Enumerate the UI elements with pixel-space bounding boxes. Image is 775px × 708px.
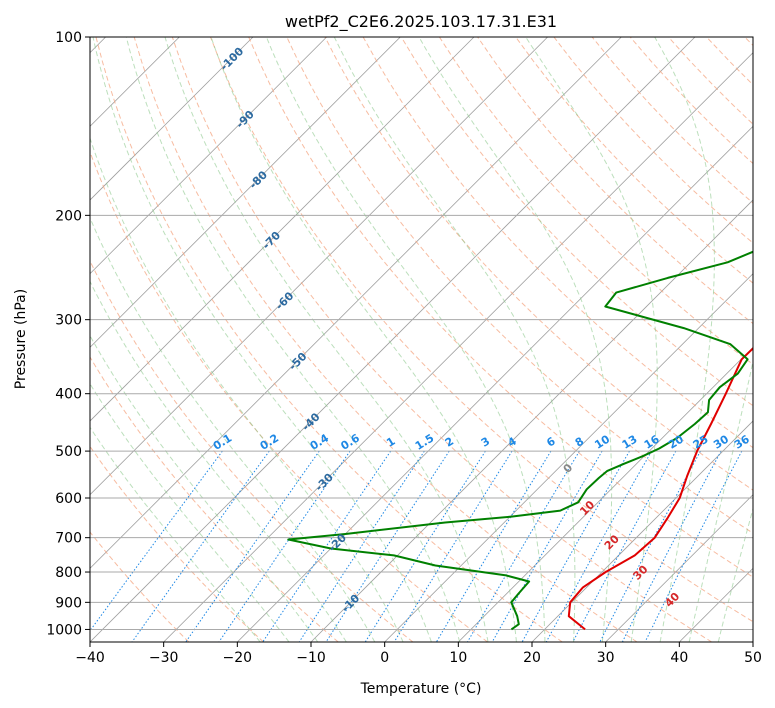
- moist-adiabat-line: [210, 37, 517, 642]
- mixing-ratio-line: [491, 450, 603, 642]
- profile-line: [287, 250, 753, 631]
- moist-adiabat-line: [164, 37, 489, 642]
- dry-adiabat-line: [90, 356, 339, 642]
- chart-title: wetPf2_C2E6.2025.103.17.31.E31: [285, 12, 557, 32]
- dry-adiabat-line: [248, 37, 753, 578]
- moist-adiabat-line: [90, 216, 376, 642]
- mixing-ratio-line: [90, 450, 223, 632]
- x-axis-label: Temperature (°C): [360, 681, 482, 697]
- isotherm-line: [605, 494, 753, 642]
- profile-line: [567, 346, 753, 631]
- plot-frame: [89, 36, 754, 643]
- isotherm-line: [90, 37, 327, 275]
- moist-adiabat-line: [717, 507, 753, 642]
- y-tick-label: 800: [55, 565, 82, 581]
- moist-adiabat-line: [525, 37, 658, 642]
- isotherm-line: [90, 37, 548, 496]
- x-tick-label: −10: [296, 650, 326, 666]
- isotherm-line: [531, 420, 753, 642]
- moist-adiabat-line: [418, 37, 613, 642]
- profile-lines: [287, 250, 753, 631]
- x-tick-label: 20: [523, 650, 541, 666]
- isotherm-line: [384, 273, 753, 642]
- moist-adiabat-line: [90, 136, 404, 642]
- isotherm-line: [90, 37, 401, 348]
- moist-adiabat-line: [125, 37, 461, 642]
- dry-adiabat-line: [133, 37, 638, 642]
- mixing-ratio-line: [521, 450, 630, 642]
- mixing-ratio-line: [467, 450, 580, 642]
- y-tick-label: 200: [55, 208, 82, 224]
- isotherm-line: [237, 125, 753, 642]
- y-tick-label: 100: [55, 30, 82, 46]
- mixing-ratio-line: [621, 450, 722, 642]
- moist-adiabat-line: [90, 280, 347, 642]
- isotherm-line: [163, 52, 753, 642]
- isotherm-line: [90, 37, 622, 569]
- isotherm-line: [90, 37, 254, 201]
- dry-adiabat-line: [95, 37, 563, 642]
- mixing-ratio-line: [185, 450, 320, 642]
- y-axis-label: Pressure (hPa): [13, 289, 29, 389]
- moist-adiabat-line: [654, 37, 715, 642]
- x-tick-label: −30: [149, 650, 179, 666]
- y-tick-label: 600: [55, 491, 82, 507]
- dry-adiabat-line: [90, 150, 488, 642]
- mixing-ratio-line: [298, 450, 425, 642]
- y-tick-label: 400: [55, 387, 82, 403]
- mixing-ratio-line: [364, 450, 486, 642]
- isotherm-line: [458, 346, 753, 642]
- mixing-ratio-line: [218, 450, 351, 642]
- x-tick-label: 40: [670, 650, 688, 666]
- mixing-ratio-line: [131, 450, 270, 642]
- moist-adiabat-line: [92, 37, 432, 642]
- dry-adiabat-line: [324, 37, 753, 491]
- x-tick-label: 10: [449, 650, 467, 666]
- background-lines: [90, 37, 753, 642]
- moist-adiabat-line: [90, 334, 319, 642]
- y-tick-label: 900: [55, 595, 82, 611]
- x-tick-label: 30: [597, 650, 615, 666]
- dry-adiabat-line: [400, 37, 753, 407]
- isotherm-line: [90, 37, 696, 642]
- moist-adiabat-line: [688, 358, 753, 642]
- mixing-ratio-line: [644, 450, 743, 642]
- y-tick-label: 300: [55, 313, 82, 329]
- dry-adiabat-line: [515, 37, 753, 284]
- mixing-ratio-line: [393, 450, 513, 642]
- dry-adiabat-line: [438, 37, 753, 366]
- x-tick-label: −20: [223, 650, 253, 666]
- x-tick-label: −40: [75, 650, 105, 666]
- y-tick-label: 500: [55, 444, 82, 460]
- dry-adiabat-line: [90, 259, 414, 642]
- moist-adiabat-line: [265, 37, 546, 642]
- moist-adiabat-line: [90, 426, 261, 642]
- mixing-ratio-line: [545, 450, 653, 642]
- dry-adiabat-line: [210, 37, 753, 623]
- dry-adiabat-line: [90, 531, 190, 642]
- isotherm-line: [90, 37, 475, 422]
- x-tick-label: 0: [380, 650, 389, 666]
- dry-adiabat-line: [90, 445, 264, 642]
- axes: −40 −30 −20 −10 0 10 20 30 40 50 100 200 300 400 500 60…: [46, 30, 762, 666]
- y-tick-label: 1000: [46, 622, 82, 638]
- dry-adiabat-line: [171, 37, 712, 642]
- moist-adiabat-line: [333, 37, 576, 642]
- mixing-ratio-line: [572, 450, 677, 642]
- mixing-ratio-line: [599, 450, 701, 642]
- moist-adiabat-line: [90, 382, 290, 642]
- y-tick-label: 700: [55, 531, 82, 547]
- x-tick-label: 50: [744, 650, 762, 666]
